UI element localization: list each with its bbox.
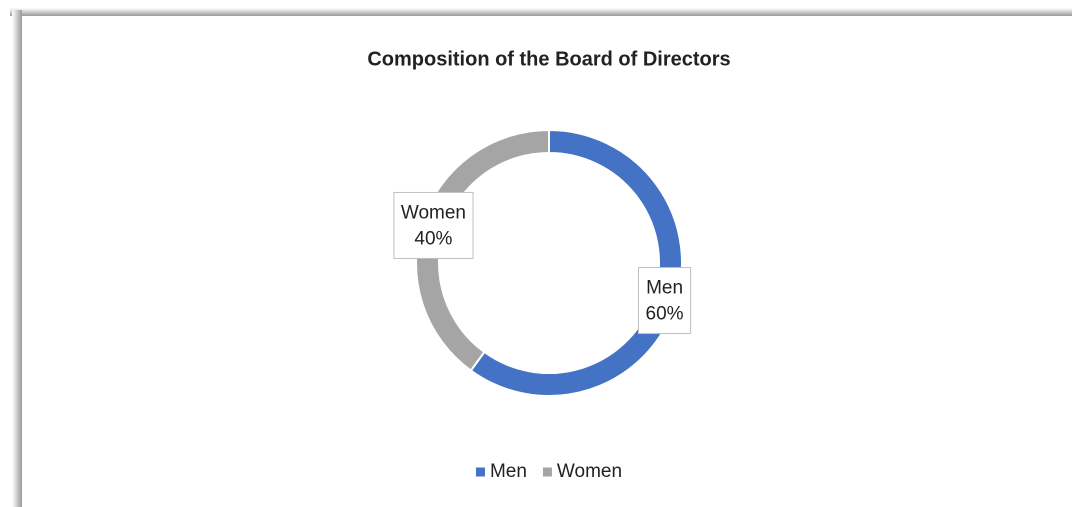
data-label-box — [393, 191, 474, 259]
legend-swatch — [475, 467, 485, 477]
data-label-category: Men — [646, 278, 683, 299]
data-label-box — [637, 267, 692, 335]
legend-swatch — [542, 467, 552, 477]
data-label-value: 40% — [414, 228, 452, 249]
frame-shadow — [12, 10, 22, 507]
data-label: Men 60% — [637, 267, 692, 335]
data-label-value: 60% — [646, 304, 684, 325]
donut-slice — [469, 128, 683, 397]
frame-shadow — [10, 8, 1072, 16]
chart-area — [22, 16, 1072, 507]
legend-label: Women — [557, 461, 622, 482]
donut-slice — [415, 128, 550, 372]
data-label-category: Women — [401, 202, 466, 223]
chart-title: Composition of the Board of Directors — [367, 48, 730, 70]
legend-label: Men — [490, 461, 527, 482]
data-label: Women 40% — [393, 191, 474, 259]
